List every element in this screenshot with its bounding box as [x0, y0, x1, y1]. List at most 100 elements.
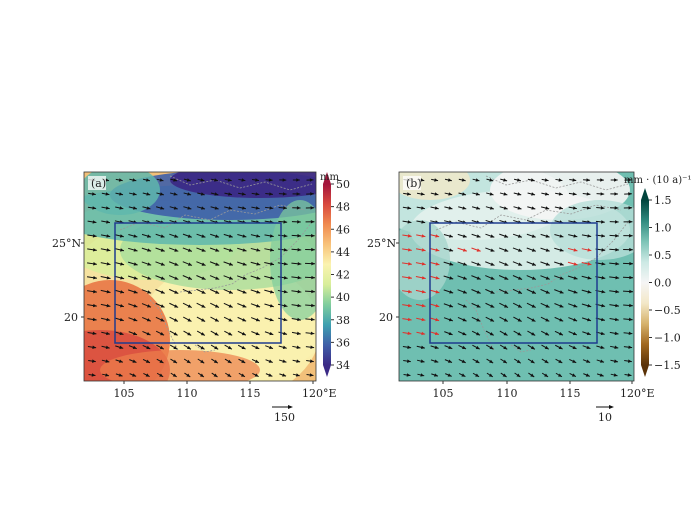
- wind-vector: [251, 192, 260, 196]
- wind-vector: [443, 317, 454, 322]
- wind-vector: [115, 359, 124, 363]
- wind-vector: [127, 261, 138, 266]
- wind-vector: [170, 358, 178, 364]
- wind-vector: [499, 316, 509, 322]
- wind-vector: [498, 261, 509, 266]
- wind-vector: [169, 330, 178, 336]
- wind-vector: [128, 289, 138, 294]
- wind-vector: [568, 206, 577, 210]
- wind-vector: [88, 359, 96, 363]
- wind-vector: [291, 248, 302, 252]
- wind-vector: [513, 206, 522, 210]
- wind-vector: [430, 345, 439, 349]
- wind-vector: [224, 178, 232, 182]
- wind-vector: [306, 178, 314, 182]
- wind-vector: [541, 192, 549, 196]
- wind-vector: [237, 234, 247, 238]
- wind-vector: [499, 206, 508, 210]
- wind-vector: [499, 330, 508, 336]
- wind-vector: [581, 289, 592, 294]
- wind-vector: [211, 178, 219, 182]
- wind-vector: [155, 261, 165, 266]
- wind-vector: [252, 372, 259, 378]
- wind-vector: [624, 373, 632, 377]
- wind-vector: [265, 359, 273, 363]
- wind-vector: [416, 234, 426, 238]
- wind-vector: [305, 233, 315, 238]
- wind-vector: [500, 372, 507, 378]
- wind-vector: [264, 261, 275, 266]
- wind-vector: [526, 316, 536, 322]
- colorbar-tick-label: 1.0: [654, 222, 672, 235]
- wind-vector: [223, 261, 234, 266]
- wind-vector: [485, 316, 495, 322]
- wind-vector: [457, 275, 468, 280]
- wind-vector: [568, 234, 578, 238]
- field-patch: [270, 200, 316, 320]
- wind-vector: [403, 359, 411, 363]
- wind-vector: [101, 192, 110, 196]
- wind-vector: [609, 317, 619, 322]
- wind-vector: [485, 302, 495, 308]
- wind-vector: [292, 178, 300, 182]
- wind-vector: [430, 359, 439, 363]
- wind-vector: [128, 317, 138, 322]
- wind-vector: [264, 275, 275, 280]
- wind-vector: [250, 247, 261, 252]
- wind-vector: [142, 344, 151, 350]
- wind-vector: [225, 372, 232, 378]
- wind-vector: [458, 192, 467, 196]
- wind-vector: [304, 275, 316, 280]
- wind-vector: [402, 289, 412, 294]
- wind-vector: [155, 275, 165, 280]
- wind-vector: [595, 220, 605, 224]
- panel-a-colorbar-unit: mm: [320, 172, 339, 183]
- wind-vector: [443, 234, 454, 238]
- wind-vector: [526, 233, 536, 238]
- wind-vector: [540, 261, 550, 266]
- wind-vector: [210, 233, 220, 238]
- wind-vector: [582, 192, 591, 196]
- wind-vector: [568, 317, 578, 322]
- wind-vector: [567, 261, 578, 266]
- wind-vector: [569, 372, 577, 378]
- wind-vector: [251, 344, 260, 350]
- wind-vector: [500, 178, 508, 182]
- wind-vector: [210, 302, 220, 308]
- wind-vector: [512, 261, 523, 266]
- wind-vector: [182, 288, 193, 294]
- wind-vector: [485, 330, 495, 336]
- wind-vector: [485, 261, 495, 266]
- panel-a-tag: (a): [88, 176, 106, 190]
- wind-vector: [458, 372, 466, 378]
- wind-vector: [155, 206, 165, 210]
- coastline-segment: [169, 175, 313, 191]
- wind-vector: [526, 247, 537, 252]
- wind-vector: [250, 317, 261, 322]
- wind-vector: [155, 316, 165, 322]
- wind-vector: [526, 302, 536, 308]
- wind-vector: [168, 275, 179, 280]
- wind-vector: [416, 192, 425, 196]
- panel-b-colorbar-unit: mm · (10 a)⁻¹: [624, 175, 691, 186]
- wind-vector: [224, 206, 233, 210]
- wind-vector: [115, 373, 123, 377]
- wind-vector: [264, 289, 275, 294]
- wind-vector: [403, 192, 411, 196]
- wind-vector: [471, 206, 481, 210]
- panel-b-colorbar-bar: [641, 200, 649, 365]
- wind-vector: [209, 275, 220, 280]
- wind-vector: [610, 178, 618, 182]
- wind-vector: [471, 275, 481, 280]
- wind-vector: [223, 302, 233, 308]
- wind-vector: [101, 359, 110, 363]
- wind-vector: [499, 344, 508, 350]
- wind-vector: [486, 372, 494, 378]
- wind-vector: [183, 206, 192, 210]
- wind-vector: [292, 345, 301, 349]
- wind-vector: [444, 345, 453, 350]
- wind-vector: [291, 261, 302, 266]
- wind-vector: [568, 344, 577, 350]
- wind-vector: [305, 206, 315, 210]
- wind-vector: [541, 372, 549, 378]
